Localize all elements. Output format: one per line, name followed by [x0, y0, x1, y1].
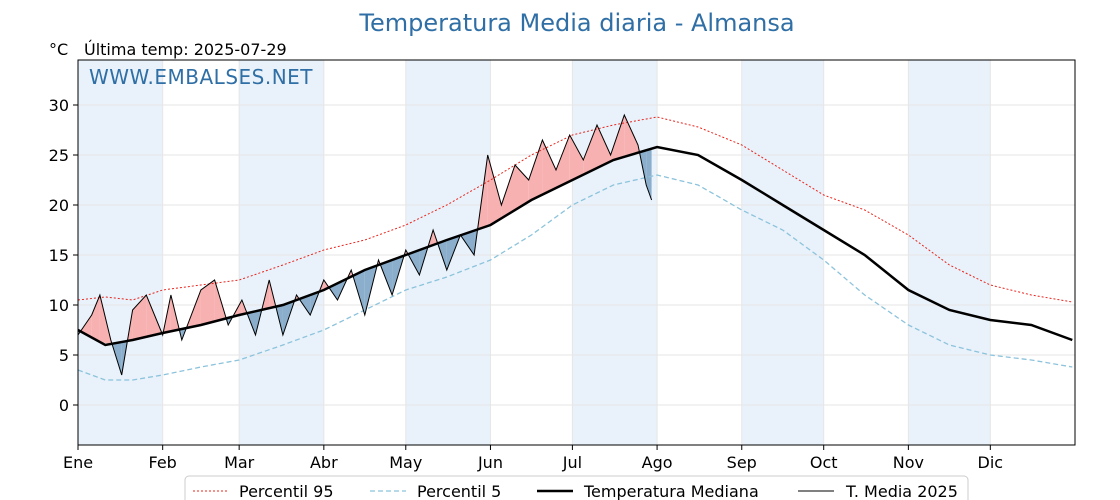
plot-frame [77, 59, 1076, 446]
above-median-area [91, 295, 100, 342]
below-median-area [460, 230, 475, 255]
month-band [741, 60, 824, 445]
x-tick-label: Dic [978, 453, 1004, 472]
y-tick-label: 20 [49, 196, 69, 215]
x-tick-label: Jun [477, 453, 503, 472]
series-percentil-5 [77, 174, 1073, 381]
series-temperatura-mediana [77, 145, 1073, 347]
x-tick-label: Oct [810, 453, 838, 472]
legend: Percentil 95 Percentil 5 Temperatura Media… [184, 475, 969, 500]
below-median-area [299, 295, 311, 315]
y-tick-label: 30 [49, 96, 69, 115]
y-tick-label: 0 [59, 396, 69, 415]
month-band [239, 60, 324, 445]
y-unit-label: °C [49, 40, 68, 59]
x-tick-label: Nov [893, 453, 924, 472]
x-tick-label: Ago [642, 453, 673, 472]
month-band [78, 60, 163, 445]
above-median-area [569, 135, 584, 182]
x-tick-label: Mar [224, 453, 255, 472]
below-median-area [646, 148, 652, 200]
y-tick-label: 10 [49, 296, 69, 315]
last-temp-label: Última temp: 2025-07-29 [84, 40, 287, 59]
above-median-area [200, 280, 215, 325]
above-median-area [528, 140, 543, 202]
above-median-area [501, 165, 515, 219]
month-band [908, 60, 991, 445]
legend-item-percentil-5-label: Percentil 5 [417, 482, 501, 500]
above-median-area [556, 135, 570, 188]
series-t-media-2025 [77, 113, 653, 376]
above-median-area [583, 125, 597, 175]
above-median-area [597, 125, 611, 168]
y-tick-label: 15 [49, 246, 69, 265]
x-tick-label: Feb [149, 453, 177, 472]
y-tick-label: 25 [49, 146, 69, 165]
x-tick-label: May [389, 453, 422, 472]
above-median-area [610, 115, 625, 162]
x-tick-label: Sep [727, 453, 757, 472]
month-band [572, 60, 658, 445]
legend-item-t-media-2025-label: T. Media 2025 [845, 482, 958, 500]
plot-area: 0 5 10 15 20 25 30 Ene Feb Mar Abr May Jun Jul Ago Sep O… [49, 59, 1076, 472]
above-median-area [515, 165, 529, 210]
above-median-area [127, 310, 133, 341]
above-median-area [624, 115, 638, 157]
chart-title: Temperatura Media diaria - Almansa [358, 9, 794, 37]
below-median-area [408, 250, 420, 275]
watermark: WWW.EMBALSES.NET [89, 65, 313, 89]
x-tick-label: Ene [63, 453, 93, 472]
legend-box [184, 475, 969, 500]
legend-item-temperatura-mediana-label: Temperatura Mediana [583, 482, 759, 500]
above-median-area [487, 155, 502, 226]
x-tick-label: Jul [562, 453, 582, 472]
above-median-area [542, 140, 556, 195]
x-tick-label: Abr [310, 453, 338, 472]
y-tick-label: 5 [59, 346, 69, 365]
legend-item-percentil-95-label: Percentil 95 [239, 482, 334, 500]
